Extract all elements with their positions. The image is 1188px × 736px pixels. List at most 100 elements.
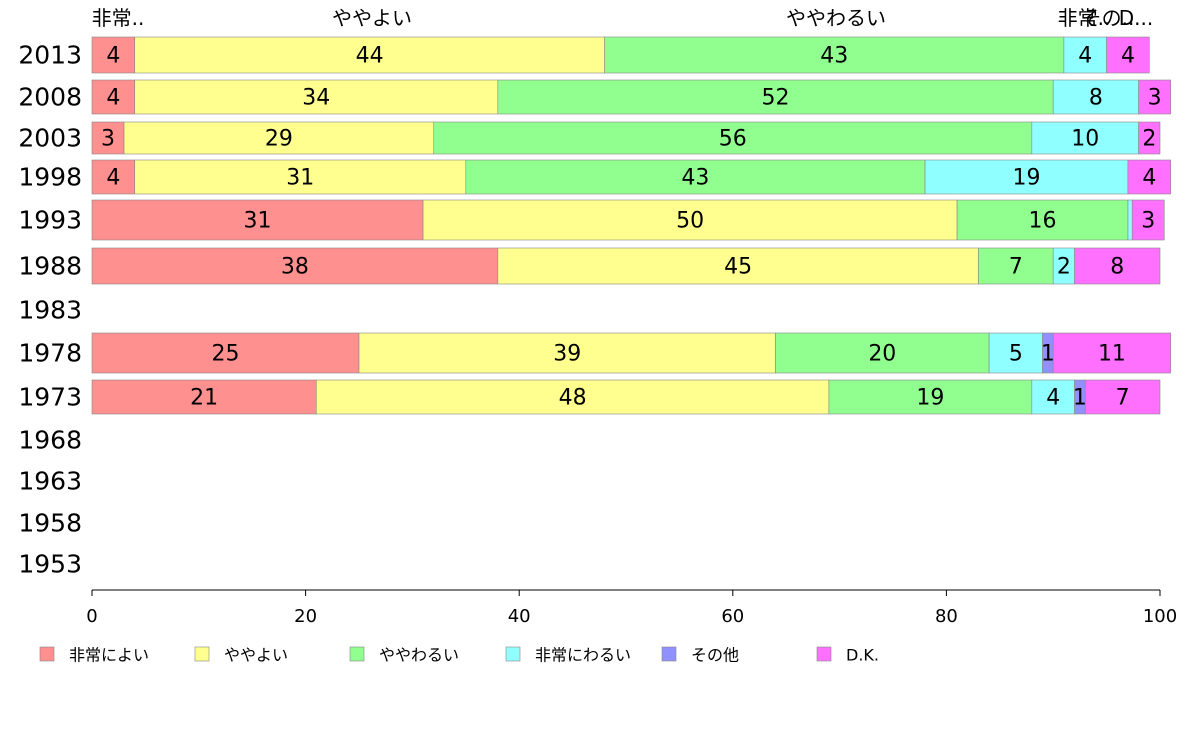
data-label-1973-D.K.: 7 — [1116, 386, 1130, 411]
bar-1998-ややよい — [134, 159, 467, 195]
top-label-1: ややよい — [332, 6, 412, 30]
data-label-1973-ややわるい: 19 — [916, 386, 944, 411]
data-label-2003-D.K.: 2 — [1142, 127, 1156, 152]
year-label-1953: 1953 — [18, 550, 82, 579]
bar-1993-非常にわるい — [1127, 199, 1133, 241]
data-label-1993-D.K.: 3 — [1141, 209, 1155, 234]
bar-1973-ややよい — [315, 379, 830, 415]
bar-1998-非常にわるい — [924, 159, 1129, 195]
year-label-1998: 1998 — [18, 163, 82, 192]
x-tick-label-100: 100 — [1143, 606, 1177, 627]
bar-2013-D.K. — [1106, 36, 1150, 74]
data-label-1978-非常によい: 25 — [212, 342, 240, 367]
legend-swatch-0 — [39, 646, 55, 662]
data-label-1988-ややよい: 45 — [724, 255, 752, 280]
bar-1973-D.K. — [1084, 379, 1161, 415]
bar-1993-ややわるい — [956, 199, 1129, 241]
legend-swatch-5 — [816, 646, 832, 662]
bar-2013-非常によい — [91, 36, 136, 74]
year-label-1978: 1978 — [18, 339, 82, 368]
data-label-2008-非常によい: 4 — [106, 86, 120, 111]
year-label-1963: 1963 — [18, 467, 82, 496]
data-label-2013-ややよい: 44 — [356, 44, 384, 69]
data-label-2008-ややよい: 34 — [302, 86, 330, 111]
year-label-1993: 1993 — [18, 206, 82, 235]
bar-1978-ややよい — [358, 332, 776, 374]
data-label-1993-ややよい: 50 — [676, 209, 704, 234]
data-label-2003-非常にわるい: 10 — [1071, 127, 1099, 152]
data-label-1993-非常によい: 31 — [244, 209, 272, 234]
bar-1998-非常によい — [91, 159, 136, 195]
data-label-1998-ややわるい: 43 — [681, 166, 709, 191]
legend-label-0: 非常によい — [69, 646, 149, 665]
legend-swatch-3 — [505, 646, 521, 662]
data-label-1978-その他: 1 — [1041, 342, 1055, 367]
data-label-2008-非常にわるい: 8 — [1089, 86, 1103, 111]
data-label-1998-非常によい: 4 — [106, 166, 120, 191]
year-label-2003: 2003 — [18, 124, 82, 153]
bar-2008-ややわるい — [497, 79, 1054, 115]
data-label-2003-ややわるい: 56 — [719, 127, 747, 152]
data-label-1988-非常にわるい: 2 — [1057, 255, 1071, 280]
legend-swatch-4 — [661, 646, 677, 662]
data-label-2008-ややわるい: 52 — [762, 86, 790, 111]
top-label-5: D... — [1119, 6, 1153, 30]
bar-2013-ややわるい — [604, 36, 1065, 74]
bar-1978-ややわるい — [775, 332, 990, 374]
x-axis: 0 20 40 60 80 100 — [86, 589, 1177, 627]
data-label-1973-非常にわるい: 4 — [1046, 386, 1060, 411]
x-tick-label-20: 20 — [294, 606, 317, 627]
bar-2008-ややよい — [134, 79, 499, 115]
bar-2008-非常にわるい — [1052, 79, 1139, 115]
data-label-1973-ややよい: 48 — [559, 386, 587, 411]
year-label-1973: 1973 — [18, 383, 82, 412]
bar-1973-ややわるい — [828, 379, 1033, 415]
bar-1973-非常によい — [91, 379, 317, 415]
bar-1998-D.K. — [1127, 159, 1171, 195]
bar-2003-非常にわるい — [1031, 121, 1139, 155]
bar-2013-非常にわるい — [1063, 36, 1107, 74]
year-label-1983: 1983 — [18, 296, 82, 325]
data-label-1998-非常にわるい: 19 — [1013, 166, 1041, 191]
legend: 非常によい ややよい ややわるい 非常にわるい その他 D.K. — [39, 646, 879, 665]
data-label-1978-ややよい: 39 — [553, 342, 581, 367]
top-label-0: 非常.. — [92, 6, 145, 30]
data-label-1978-D.K.: 11 — [1098, 342, 1126, 367]
bar-2003-D.K. — [1138, 121, 1161, 155]
legend-label-4: その他 — [691, 646, 739, 665]
year-labels: 2013 2008 2003 1998 1993 1988 1983 1978 1973 1968… — [18, 41, 82, 579]
data-label-1993-ややわるい: 16 — [1029, 209, 1057, 234]
bar-1993-ややよい — [422, 199, 958, 241]
year-label-1988: 1988 — [18, 252, 82, 281]
year-label-2013: 2013 — [18, 41, 82, 70]
year-label-1968: 1968 — [18, 426, 82, 455]
legend-label-3: 非常にわるい — [535, 646, 631, 665]
data-label-2003-非常によい: 3 — [101, 127, 115, 152]
data-label-1978-非常にわるい: 5 — [1009, 342, 1023, 367]
legend-swatch-2 — [349, 646, 365, 662]
x-tick-label-40: 40 — [508, 606, 531, 627]
bar-1988-ややわるい — [978, 247, 1054, 285]
bar-1973-非常にわるい — [1031, 379, 1075, 415]
x-tick-label-0: 0 — [86, 606, 97, 627]
data-label-1973-非常によい: 21 — [190, 386, 218, 411]
data-label-1988-D.K.: 8 — [1110, 255, 1124, 280]
bar-1993-D.K. — [1131, 199, 1165, 241]
legend-label-2: ややわるい — [379, 646, 459, 665]
year-label-1958: 1958 — [18, 509, 82, 538]
bar-1988-D.K. — [1074, 247, 1161, 285]
bar-2003-ややわるい — [433, 121, 1033, 155]
top-labels: 非常.. ややよい ややわるい 非常..その..D... — [92, 6, 1154, 30]
top-label-3: 非常.. — [1058, 6, 1111, 30]
year-label-2008: 2008 — [18, 83, 82, 112]
data-label-1978-ややわるい: 20 — [868, 342, 896, 367]
bar-2003-ややよい — [123, 121, 435, 155]
data-label-1998-D.K.: 4 — [1142, 166, 1156, 191]
x-tick-label-60: 60 — [721, 606, 744, 627]
bar-1988-ややよい — [497, 247, 979, 285]
data-label-2013-D.K.: 4 — [1121, 44, 1135, 69]
data-label-2013-ややわるい: 43 — [820, 44, 848, 69]
data-label-2008-D.K.: 3 — [1148, 86, 1162, 111]
bar-2008-非常によい — [91, 79, 136, 115]
